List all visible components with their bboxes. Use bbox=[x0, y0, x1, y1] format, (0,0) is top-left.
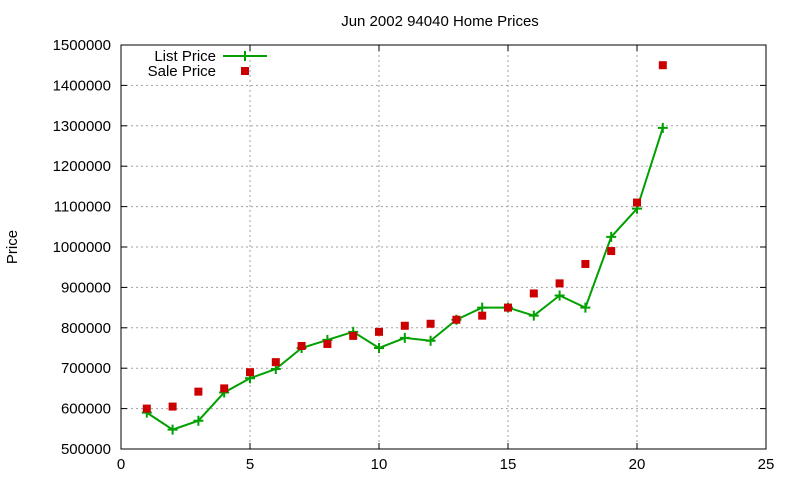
y-tick-label: 800000 bbox=[61, 320, 111, 337]
list-price-point bbox=[193, 415, 204, 426]
y-tick-label: 1300000 bbox=[53, 118, 111, 135]
sale-price-point bbox=[375, 327, 383, 336]
sale-price-point bbox=[246, 368, 254, 377]
sale-price-point bbox=[349, 331, 358, 340]
x-tick-label: 20 bbox=[629, 456, 646, 473]
legend-sale-price-marker bbox=[241, 67, 249, 75]
series-layer bbox=[141, 61, 668, 435]
list-price-point bbox=[374, 343, 384, 353]
y-axis-label: Price bbox=[4, 230, 21, 264]
list-price-point bbox=[477, 302, 488, 313]
y-tick-label: 1500000 bbox=[53, 37, 111, 54]
sale-price-point bbox=[633, 198, 641, 207]
x-tick-label: 25 bbox=[758, 456, 775, 473]
list-price-point bbox=[580, 302, 591, 313]
list-price-point bbox=[167, 424, 178, 435]
legend-list-price-label: List Price bbox=[154, 48, 216, 65]
list-price-line bbox=[146, 127, 664, 431]
sale-price-point bbox=[220, 384, 229, 393]
axis-ticks: 0 5 10 15 20 25 500000 600000 700000 800000 900000… bbox=[53, 37, 775, 473]
sale-price-point bbox=[142, 404, 151, 413]
sale-price-point bbox=[581, 259, 590, 268]
sale-price-point bbox=[194, 387, 203, 396]
list-price-point bbox=[657, 122, 668, 133]
legend-list-price-marker bbox=[240, 51, 250, 61]
y-tick-label: 1200000 bbox=[53, 158, 111, 175]
list-price-point bbox=[554, 290, 565, 301]
list-price-point bbox=[425, 335, 436, 346]
legend-sale-price-label: Sale Price bbox=[148, 63, 216, 80]
y-tick-label: 500000 bbox=[61, 441, 111, 458]
list-price-point bbox=[606, 231, 617, 242]
legend: List Price Sale Price bbox=[148, 48, 267, 80]
sale-price-point bbox=[555, 279, 564, 288]
sale-price-point bbox=[504, 303, 512, 312]
x-tick-label: 15 bbox=[500, 456, 517, 473]
x-tick-label: 10 bbox=[371, 456, 388, 473]
grid-lines bbox=[121, 45, 766, 449]
y-tick-label: 1100000 bbox=[54, 199, 111, 216]
sale-price-point bbox=[297, 341, 306, 350]
list-price-point bbox=[399, 332, 410, 343]
sale-price-point bbox=[607, 247, 616, 256]
sale-price-point bbox=[478, 311, 487, 320]
sale-price-point bbox=[426, 319, 435, 328]
sale-price-point bbox=[168, 402, 177, 411]
y-tick-label: 1400000 bbox=[53, 77, 111, 94]
sale-price-point bbox=[271, 358, 280, 367]
x-tick-label: 5 bbox=[246, 456, 254, 473]
x-tick-label: 0 bbox=[117, 456, 125, 473]
y-tick-label: 700000 bbox=[61, 360, 111, 377]
sale-price-point bbox=[323, 339, 332, 348]
sale-price-point bbox=[529, 289, 538, 298]
y-tick-label: 1000000 bbox=[53, 239, 111, 256]
sale-price-point bbox=[658, 61, 667, 70]
list-price-point bbox=[528, 310, 539, 321]
y-tick-label: 600000 bbox=[61, 401, 111, 418]
sale-price-point bbox=[452, 315, 461, 324]
sale-price-point bbox=[400, 321, 409, 330]
y-tick-label: 900000 bbox=[61, 279, 111, 296]
chart-title: Jun 2002 94040 Home Prices bbox=[341, 13, 539, 30]
